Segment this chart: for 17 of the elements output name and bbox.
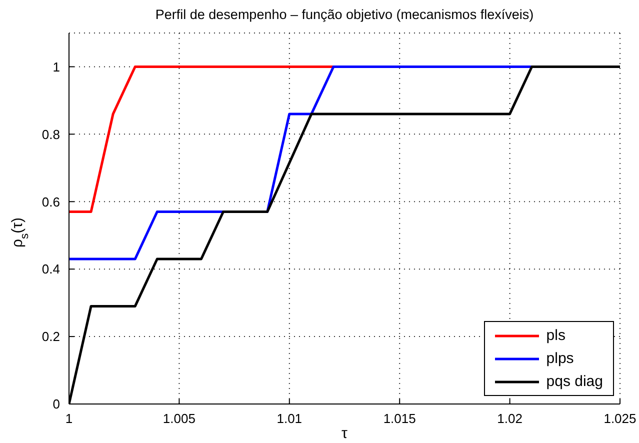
legend-label: pqs diag: [546, 373, 603, 390]
x-tick-label: 1.015: [383, 411, 416, 426]
chart-title: Perfil de desempenho – função objetivo (mecanismos flexíveis): [154, 7, 535, 22]
legend-label: pls: [546, 327, 566, 344]
y-tick-label: 0.2: [42, 329, 60, 344]
x-tick-label: 1.025: [604, 411, 636, 426]
x-axis-title: τ: [342, 425, 348, 442]
y-tick-label: 0: [52, 396, 60, 412]
legend-label: plps: [546, 350, 574, 367]
x-tick-label: 1.02: [497, 411, 522, 426]
x-tick-label: 1: [65, 411, 73, 426]
x-tick-label: 1.005: [162, 411, 196, 426]
y-tick-label: 0.8: [42, 126, 60, 142]
y-tick-label: 0.6: [42, 194, 60, 210]
x-tick-label: 1.01: [276, 411, 302, 426]
y-tick-label: 0.4: [42, 262, 60, 277]
y-tick-label: 1: [52, 59, 60, 74]
